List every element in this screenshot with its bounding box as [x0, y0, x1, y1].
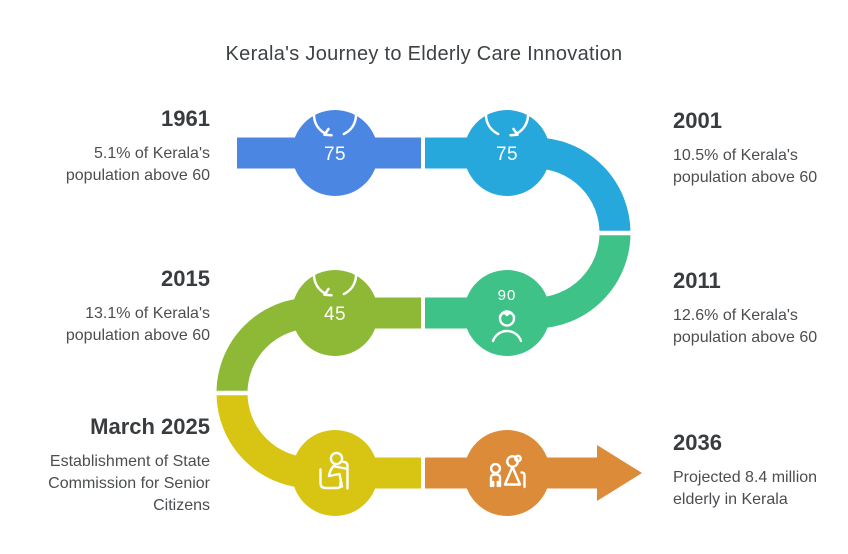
- milestone-description: 5.1% of Kerala's population above 60: [65, 145, 210, 184]
- milestone-year: 2001: [673, 108, 722, 133]
- milestone-2036: 2036 Projected 8.4 million elderly in Ke…: [673, 430, 848, 511]
- milestone-year: March 2025: [90, 414, 210, 439]
- milestone-description: 12.6% of Kerala's population above 60: [673, 307, 818, 346]
- milestone-description: Establishment of State Commission for Se…: [48, 453, 210, 514]
- node-circle-1961: [292, 110, 378, 196]
- node-number-label: 90: [498, 287, 517, 304]
- node-circle-2011: [464, 270, 550, 356]
- arrow-right-icon: [597, 445, 642, 501]
- senior-with-child-icon: [489, 454, 526, 489]
- rotate-ccw-icon: 75: [312, 92, 358, 165]
- milestone-march-2025: March 2025 Establishment of State Commis…: [0, 414, 210, 517]
- milestone-1961: 1961 5.1% of Kerala's population above 6…: [0, 106, 210, 187]
- node-number-label: 75: [324, 144, 346, 165]
- milestone-description: Projected 8.4 million elderly in Kerala: [673, 469, 818, 508]
- node-circle-2025: [292, 430, 378, 516]
- milestone-description: 10.5% of Kerala's population above 60: [673, 147, 818, 186]
- milestone-2001: 2001 10.5% of Kerala's population above …: [673, 108, 848, 189]
- senior-sitting-with-cane-icon: [319, 451, 349, 490]
- node-circle-2015: [292, 270, 378, 356]
- milestone-year: 1961: [161, 106, 210, 131]
- node-circle-2036: [464, 430, 550, 516]
- milestone-2015: 2015 13.1% of Kerala's population above …: [0, 266, 210, 347]
- milestone-description: 13.1% of Kerala's population above 60: [65, 305, 210, 344]
- elderly-person-90-icon: 90: [491, 287, 523, 343]
- node-circle-2001: [464, 110, 550, 196]
- milestone-year: 2011: [673, 268, 721, 293]
- milestone-year: 2015: [161, 266, 210, 291]
- page-title: Kerala's Journey to Elderly Care Innovat…: [225, 43, 623, 65]
- rotate-cw-icon: 75: [484, 92, 530, 165]
- node-number-label: 75: [496, 144, 518, 165]
- milestone-2011: 2011 12.6% of Kerala's population above …: [673, 268, 848, 349]
- milestone-year: 2036: [673, 430, 722, 455]
- rotate-ccw-icon: 45: [312, 252, 358, 325]
- node-number-label: 45: [324, 304, 346, 325]
